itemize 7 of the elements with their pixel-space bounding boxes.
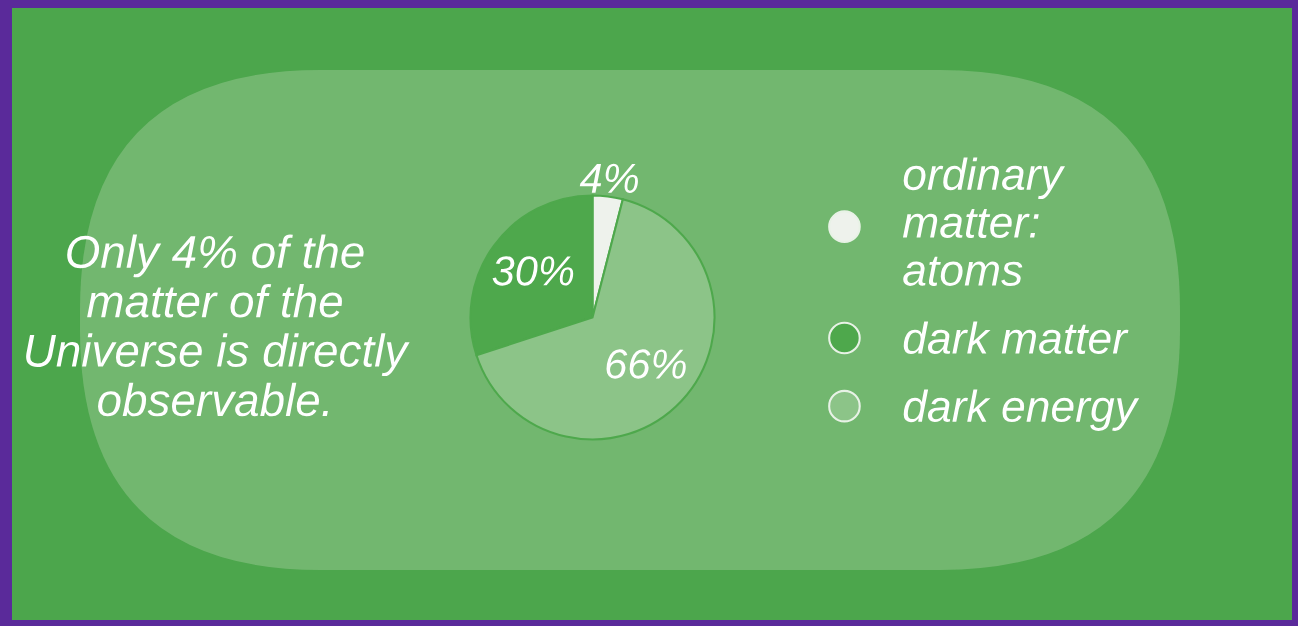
legend-label: dark energy — [903, 389, 1140, 431]
data-label: 66% — [606, 349, 686, 379]
data-label: 4% — [579, 163, 638, 193]
text: Only 4% of the matter of the Universe is directly observable. — [26, 234, 410, 417]
legend-label: dark matter — [903, 321, 1129, 355]
legend-label: ordinary matter: atoms — [902, 157, 1066, 286]
data-label: 30% — [492, 256, 574, 286]
